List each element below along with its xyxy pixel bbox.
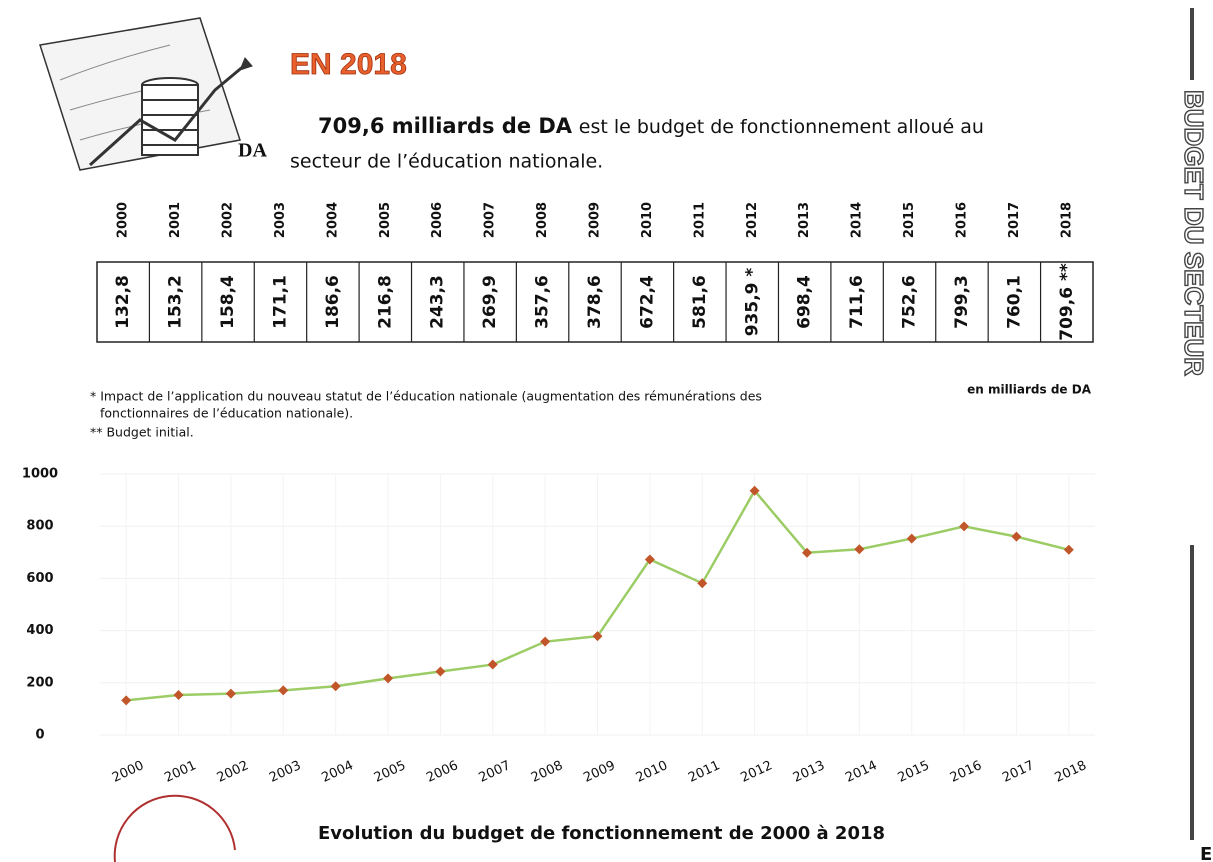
x-tick-label: 2015 — [896, 758, 932, 786]
y-tick-label: 600 — [26, 571, 53, 586]
page-letter: E — [1200, 844, 1212, 862]
year-label: 2009 — [588, 202, 603, 238]
table-value: 378,6 — [585, 275, 605, 329]
x-tick-label: 2013 — [791, 758, 827, 786]
table: 2000 132,8 2001 153,2 2002 158,4 2003 171,1 2004… — [97, 202, 1093, 342]
year-label: 2007 — [483, 202, 498, 238]
x-tick-label: 2009 — [581, 758, 617, 786]
y-tick-label: 200 — [26, 675, 53, 690]
year-label: 2001 — [168, 202, 183, 238]
table-value: 269,9 — [480, 275, 500, 329]
y-tick-label: 400 — [26, 623, 53, 638]
x-tick-label: 2014 — [843, 758, 879, 786]
year-label: 2012 — [745, 202, 760, 238]
x-tick-label: 2012 — [738, 758, 774, 786]
y-tick-label: 800 — [26, 519, 53, 534]
seal — [115, 796, 235, 862]
intro-text: est le budget de fonctionnement alloué a… — [579, 116, 984, 138]
marker — [435, 666, 445, 676]
x-tick-label: 2005 — [372, 758, 408, 786]
table-value: 698,4 — [795, 275, 815, 329]
image-label: DA — [238, 140, 267, 162]
table-value: 171,1 — [270, 275, 290, 329]
x-tick-label: 2007 — [477, 758, 513, 786]
note-line: * Impact de l’application du nouveau sta… — [90, 389, 762, 404]
marker — [226, 689, 236, 699]
year-label: 2003 — [273, 202, 288, 238]
x-tick-label: 2000 — [110, 758, 146, 786]
x-tick-label: 2006 — [424, 758, 460, 786]
y-tick-label: 1000 — [22, 467, 58, 482]
year-label: 2004 — [325, 202, 340, 238]
year-label: 2010 — [640, 202, 655, 238]
marker — [697, 578, 707, 588]
year-label: 2000 — [116, 202, 131, 238]
marker — [488, 660, 498, 670]
x-tick-label: 2018 — [1053, 758, 1089, 786]
table-value: 132,8 — [113, 275, 133, 329]
illustration — [40, 18, 252, 170]
table-value: 672,4 — [637, 275, 657, 329]
year-label: 2017 — [1007, 202, 1022, 238]
year-label: 2008 — [535, 202, 550, 238]
table-value: 357,6 — [533, 275, 553, 329]
x-tick-label: 2011 — [686, 758, 722, 786]
x-tick-label: 2004 — [319, 758, 355, 786]
table-value: 709,6 ** — [1057, 263, 1077, 341]
marker — [959, 521, 969, 531]
x-tick-label: 2002 — [215, 758, 251, 786]
marker — [383, 673, 393, 683]
marker — [121, 695, 131, 705]
unit: en milliards de DA — [967, 383, 1092, 397]
year-label: 2014 — [850, 202, 865, 238]
title: EN 2018 — [290, 48, 407, 81]
intro-line-1: 709,6 milliards de DA est le budget de f… — [318, 114, 984, 138]
table-value: 799,3 — [952, 275, 972, 329]
caption: Evolution du budget de fonctionnement de… — [318, 823, 885, 844]
year-label: 2016 — [954, 202, 969, 238]
intro-line-2: secteur de l’éducation nationale. — [290, 151, 603, 173]
year-label: 2006 — [430, 202, 445, 238]
table-value: 760,1 — [1004, 275, 1024, 329]
x-tick-label: 2016 — [948, 758, 984, 786]
note-line: fonctionnaires de l’éducation nationale)… — [100, 406, 353, 421]
year-label: 2018 — [1059, 202, 1074, 238]
marker — [540, 637, 550, 647]
table-value: 158,4 — [218, 275, 238, 329]
x-tick-label: 2010 — [634, 758, 670, 786]
marker — [854, 544, 864, 554]
x-tick-label: 2001 — [162, 758, 198, 786]
x-tick-label: 2017 — [1000, 758, 1036, 786]
y-tick-label: 0 — [35, 728, 44, 743]
table-value: 752,6 — [900, 275, 920, 329]
x-tick-label: 2003 — [267, 758, 303, 786]
table-value: 186,6 — [323, 275, 343, 329]
year-label: 2002 — [221, 202, 236, 238]
table-value: 243,3 — [428, 275, 448, 329]
page: DA EN 2018 709,6 milliards de DA est le … — [0, 0, 1213, 862]
year-label: 2015 — [902, 202, 917, 238]
year-label: 2011 — [692, 202, 707, 238]
table-value: 216,8 — [375, 275, 395, 329]
x-tick-label: 2008 — [529, 758, 565, 786]
side-title: BUDGET DU SECTEUR — [1179, 90, 1209, 376]
table-value: 581,6 — [690, 275, 710, 329]
marker — [174, 690, 184, 700]
year-label: 2005 — [378, 202, 393, 238]
chart: 0 200 400 600 800 1000 2000 2001 2002 2003 2004 200… — [22, 467, 1095, 786]
note-line: ** Budget initial. — [90, 425, 194, 440]
table-value: 935,9 * — [742, 268, 762, 337]
marker — [1011, 532, 1021, 542]
table-value: 711,6 — [847, 275, 867, 329]
marker — [907, 534, 917, 544]
year-label: 2013 — [797, 202, 812, 238]
intro-highlight: 709,6 milliards de DA — [318, 114, 573, 138]
table-value: 153,2 — [166, 275, 186, 329]
marker — [1064, 545, 1074, 555]
marker — [278, 685, 288, 695]
